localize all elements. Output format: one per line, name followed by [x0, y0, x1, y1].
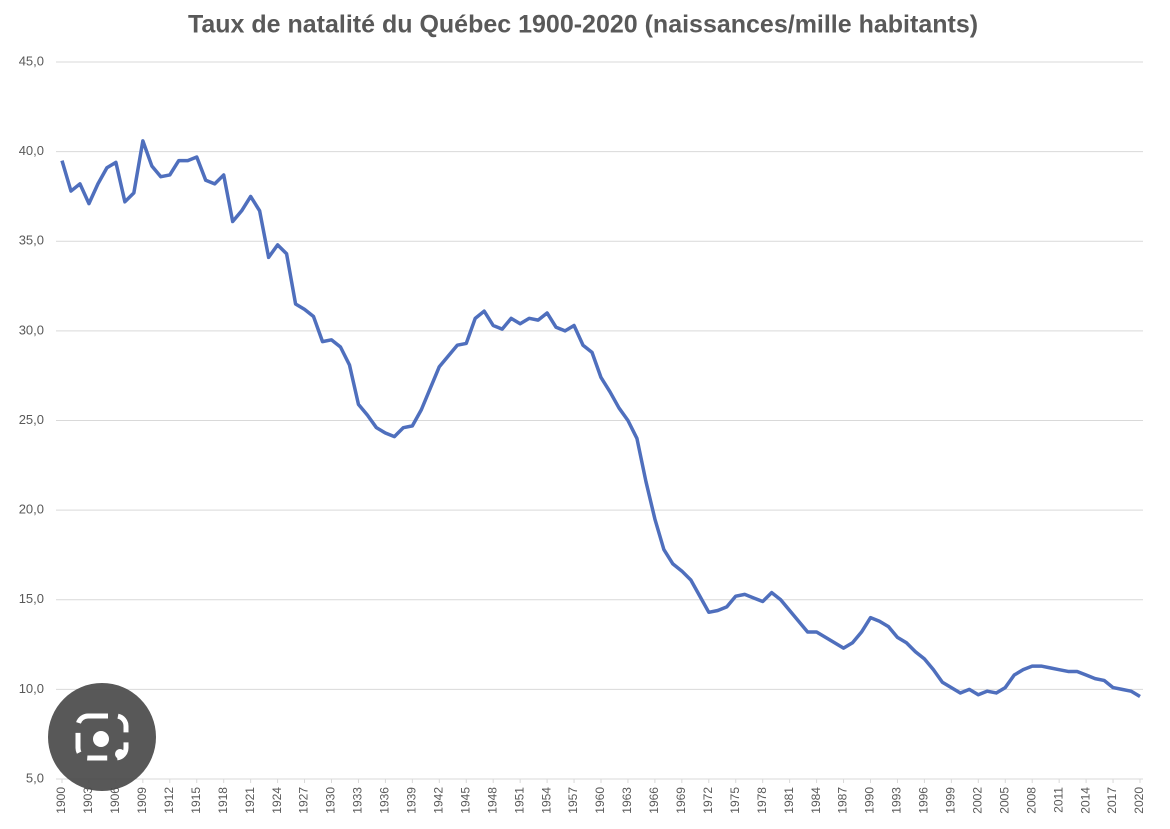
x-tick-label: 1984	[809, 787, 823, 814]
x-tick-label: 1933	[351, 787, 365, 814]
lens-frame	[75, 713, 129, 761]
x-tick-label: 1921	[243, 787, 257, 814]
x-tick-label: 1942	[431, 787, 445, 814]
x-tick-label: 1987	[836, 787, 850, 814]
y-tick-label: 5,0	[26, 770, 44, 785]
lens-dot	[93, 731, 109, 747]
data-line	[60, 139, 1141, 699]
x-tick-label: 1930	[324, 787, 338, 814]
chart-title: Taux de natalité du Québec 1900-2020 (na…	[188, 11, 978, 39]
x-tick-label: 1927	[297, 787, 311, 814]
x-tick-label: 1909	[135, 787, 149, 814]
y-tick-label: 35,0	[19, 233, 44, 248]
x-tick-label: 1993	[890, 787, 904, 814]
lens-dot-small	[115, 749, 125, 759]
y-tick-label: 10,0	[19, 681, 44, 696]
y-tick-label: 30,0	[19, 322, 44, 337]
x-tick-label: 1957	[566, 787, 580, 814]
x-tick-label: 1978	[755, 787, 769, 814]
x-tick-label: 1996	[917, 787, 931, 814]
x-tick-label: 1951	[512, 787, 526, 814]
x-tick-label: 1975	[728, 787, 742, 814]
x-tick-label: 1912	[162, 787, 176, 814]
y-tick-label: 20,0	[19, 502, 44, 517]
x-tick-label: 1948	[485, 787, 499, 814]
y-tick-label: 45,0	[19, 53, 44, 68]
y-tick-label: 25,0	[19, 412, 44, 427]
x-tick-label: 1900	[54, 787, 68, 814]
x-tick-label: 1903	[81, 787, 95, 814]
x-tick-label: 1945	[458, 787, 472, 814]
x-tick-label: 2020	[1132, 787, 1146, 814]
lens-button[interactable]	[48, 683, 156, 791]
x-tick-label: 1969	[674, 787, 688, 814]
x-tick-label: 2014	[1078, 787, 1092, 814]
x-tick-label: 2011	[1051, 787, 1065, 813]
x-tick-label: 1960	[593, 787, 607, 814]
x-tick-label: 1939	[405, 787, 419, 814]
x-tick-label: 1981	[782, 787, 796, 814]
x-tick-label: 2008	[1024, 787, 1038, 814]
x-tick-label: 1963	[620, 787, 634, 814]
x-tick-label: 1990	[863, 787, 877, 814]
x-tick-label: 1966	[647, 787, 661, 814]
x-tick-label: 1906	[108, 787, 122, 814]
x-tick-label: 1936	[378, 787, 392, 814]
x-tick-label: 1918	[216, 787, 230, 814]
x-tick-label: 1999	[944, 787, 958, 814]
x-tick-label: 1954	[539, 787, 553, 814]
x-tick-label: 1915	[189, 787, 203, 814]
x-tick-label: 1924	[270, 787, 284, 814]
x-tick-label: 2002	[970, 787, 984, 814]
y-tick-label: 40,0	[19, 143, 44, 158]
x-tick-label: 2017	[1105, 787, 1119, 814]
x-tick-label: 1972	[701, 787, 715, 814]
y-tick-label: 15,0	[19, 591, 44, 606]
x-tick-label: 2005	[997, 787, 1011, 814]
